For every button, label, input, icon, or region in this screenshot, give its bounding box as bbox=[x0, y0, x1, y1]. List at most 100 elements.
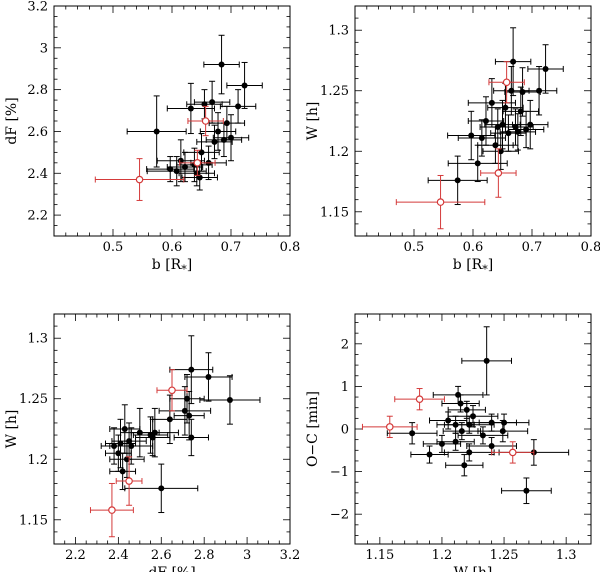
data-point bbox=[499, 113, 537, 151]
marker-filled bbox=[218, 61, 225, 68]
data-point bbox=[184, 352, 233, 402]
marker-filled bbox=[502, 104, 509, 111]
data-point bbox=[494, 27, 532, 97]
marker-filled bbox=[426, 451, 433, 458]
marker-filled bbox=[479, 432, 486, 439]
marker-filled bbox=[151, 429, 158, 436]
data-point bbox=[504, 67, 541, 117]
marker-filled bbox=[438, 440, 445, 447]
data-point bbox=[183, 133, 220, 172]
marker-filled bbox=[483, 357, 490, 364]
data-point bbox=[156, 369, 188, 412]
marker-filled bbox=[215, 128, 222, 135]
series-red-open bbox=[89, 369, 188, 538]
x-axis-label-text: dF [%] bbox=[148, 565, 195, 572]
marker-filled bbox=[173, 168, 180, 175]
marker-filled bbox=[196, 174, 203, 181]
x-axis-label-text: W [h] bbox=[454, 565, 493, 572]
x-tick-label: 1.2 bbox=[432, 548, 453, 563]
marker-filled bbox=[119, 468, 126, 475]
x-axis-label-text: b [R bbox=[453, 257, 483, 273]
marker-filled bbox=[523, 487, 530, 494]
marker-filled bbox=[445, 417, 452, 424]
data-point bbox=[135, 418, 171, 457]
panel-p1: 0.5 0.6 0.7 0.8 2.2 2.4 2.6 2.8 3 3.2 b [R*] dF [%] bbox=[4, 0, 300, 276]
marker-filled bbox=[115, 450, 122, 457]
marker-filled bbox=[452, 438, 459, 445]
y-tick-label: 1.3 bbox=[27, 332, 48, 347]
marker-filled bbox=[181, 164, 188, 170]
marker-filled bbox=[514, 128, 521, 135]
data-point bbox=[512, 99, 549, 150]
data-point bbox=[520, 66, 558, 116]
series-black-filled bbox=[386, 326, 570, 505]
x-axis-label: dF [%] bbox=[148, 565, 195, 572]
data-point bbox=[158, 386, 212, 436]
data-point bbox=[441, 394, 480, 413]
marker-filled bbox=[523, 126, 530, 133]
x-axis-label-end: ] bbox=[488, 257, 493, 273]
series-black-filled bbox=[100, 335, 261, 514]
data-point bbox=[497, 108, 534, 146]
x-tick-label: 3.2 bbox=[280, 548, 301, 563]
marker-open bbox=[494, 169, 503, 177]
data-point bbox=[457, 119, 506, 157]
marker-filled bbox=[510, 58, 517, 65]
marker-filled bbox=[126, 438, 133, 445]
x-tick-label: 0.5 bbox=[404, 240, 425, 255]
marker-open bbox=[508, 448, 517, 457]
marker-filled bbox=[466, 449, 473, 456]
marker-filled bbox=[223, 120, 230, 127]
data-point bbox=[461, 326, 513, 396]
y-tick-label: 1.15 bbox=[320, 205, 349, 220]
marker-filled bbox=[188, 366, 195, 373]
y-axis-label: dF [%] bbox=[4, 97, 20, 144]
data-point bbox=[193, 80, 231, 124]
data-point bbox=[187, 105, 224, 137]
marker-filled bbox=[470, 413, 476, 420]
x-tick-label: 0.7 bbox=[522, 240, 543, 255]
data-point bbox=[196, 124, 233, 160]
x-tick-label: 2.6 bbox=[151, 548, 172, 563]
y-axis-label: O−C [min] bbox=[305, 391, 321, 467]
data-point bbox=[443, 443, 495, 462]
series-black-filled bbox=[126, 34, 263, 191]
x-axis-label-sub: * bbox=[181, 263, 187, 276]
y-tick-label: 0 bbox=[341, 423, 349, 438]
y-tick-label: −1 bbox=[330, 465, 349, 480]
data-point bbox=[394, 388, 445, 411]
y-tick-label: 2.2 bbox=[27, 209, 48, 224]
data-point bbox=[488, 61, 525, 104]
y-tick-label: 3 bbox=[40, 41, 48, 56]
data-point bbox=[212, 114, 250, 162]
marker-open bbox=[415, 395, 424, 403]
data-point bbox=[491, 441, 535, 464]
data-point bbox=[527, 44, 564, 94]
data-point bbox=[482, 132, 519, 170]
y-tick-label: 2.6 bbox=[27, 125, 48, 140]
data-point bbox=[361, 415, 418, 439]
marker-open bbox=[385, 423, 394, 431]
marker-filled bbox=[478, 134, 485, 141]
data-point bbox=[169, 335, 214, 405]
marker-filled bbox=[488, 99, 495, 106]
marker-filled bbox=[454, 177, 461, 184]
marker-filled bbox=[186, 412, 193, 419]
y-tick-label: 1.3 bbox=[328, 24, 349, 39]
data-point bbox=[429, 411, 468, 430]
x-tick-label: 0.5 bbox=[103, 240, 124, 255]
marker-filled bbox=[193, 170, 200, 177]
marker-open bbox=[201, 117, 210, 125]
marker-filled bbox=[488, 443, 495, 450]
data-point bbox=[501, 477, 552, 505]
y-tick-label: 1 bbox=[341, 380, 349, 395]
x-axis-label-sub: * bbox=[482, 263, 488, 276]
data-point bbox=[436, 432, 475, 451]
x-tick-label: 1.3 bbox=[556, 548, 577, 563]
data-point bbox=[89, 482, 134, 538]
x-axis-label: b [R*] bbox=[152, 257, 192, 276]
y-tick-label: 1.15 bbox=[19, 513, 48, 528]
x-axis-label: W [h] bbox=[454, 565, 493, 572]
marker-filled bbox=[188, 434, 195, 441]
